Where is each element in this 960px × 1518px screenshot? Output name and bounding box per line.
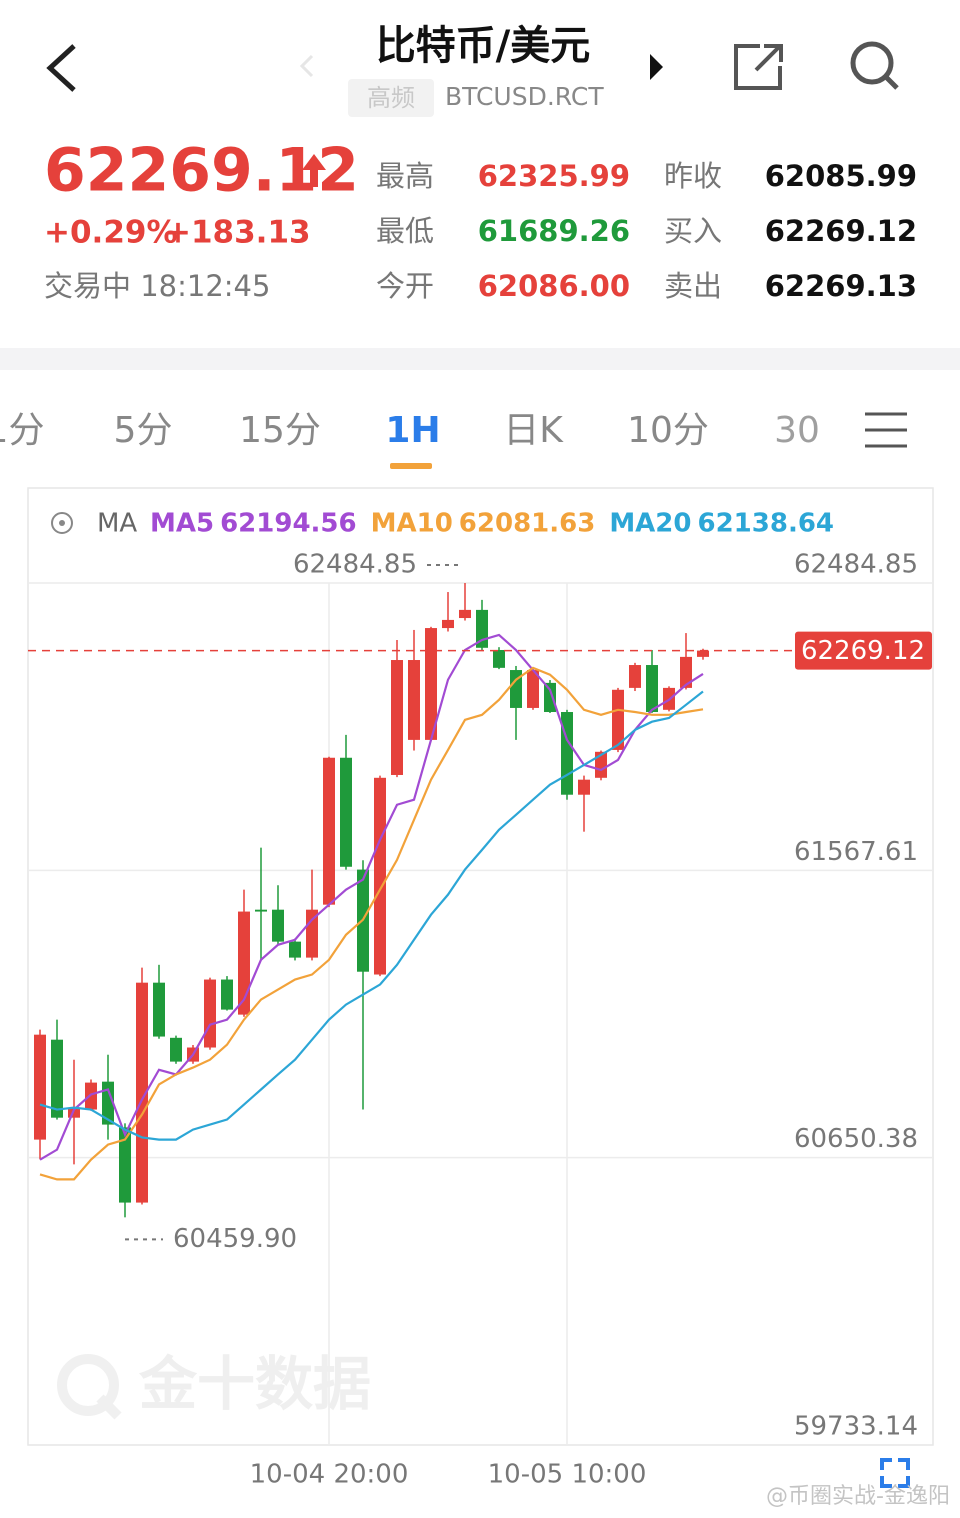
separator bbox=[0, 348, 960, 370]
price: 62269.12 bbox=[44, 136, 359, 206]
stat-label: 最低 bbox=[376, 214, 434, 248]
min-label: 60459.90 bbox=[173, 1224, 297, 1254]
badge: 高频 bbox=[367, 84, 415, 112]
legend-value: 62138.64 bbox=[698, 509, 835, 539]
last-price-box bbox=[795, 631, 932, 670]
status: 交易中 18:12:45 bbox=[44, 269, 270, 303]
y-tick-label: 60650.38 bbox=[794, 1124, 918, 1154]
chart-frame bbox=[27, 487, 934, 1446]
candle-body bbox=[289, 941, 301, 958]
watermark-logo bbox=[57, 1354, 122, 1420]
ma-icon[interactable] bbox=[51, 512, 73, 534]
stat-value: 62269.12 bbox=[765, 214, 917, 248]
candle-body bbox=[255, 909, 267, 912]
candle-body bbox=[204, 979, 216, 1048]
candle-body bbox=[493, 649, 505, 668]
stat-label: 最高 bbox=[376, 159, 434, 193]
candle-body bbox=[527, 670, 539, 708]
ma-icon-dot bbox=[59, 520, 65, 526]
stat-label: 卖出 bbox=[664, 269, 722, 303]
candle-body bbox=[119, 1127, 131, 1203]
candle-body bbox=[153, 982, 165, 1037]
stat-value: 62269.13 bbox=[765, 269, 917, 303]
watermark: 金十数据 bbox=[139, 1350, 371, 1418]
stat-label: 买入 bbox=[664, 214, 722, 248]
title: 比特币/美元 bbox=[376, 23, 591, 69]
up-arrow bbox=[302, 154, 326, 187]
next-arrow[interactable] bbox=[650, 54, 663, 80]
tab[interactable]: 日K bbox=[503, 410, 564, 451]
candle-body bbox=[408, 660, 420, 740]
legend-title: MA bbox=[97, 509, 137, 539]
menu-button[interactable] bbox=[865, 412, 907, 448]
candle-body bbox=[136, 982, 148, 1203]
ma-line bbox=[39, 666, 704, 1181]
stat-label: 昨收 bbox=[664, 159, 722, 193]
candle-body bbox=[374, 777, 386, 975]
candle-body bbox=[442, 619, 454, 629]
tab[interactable]: 1分 bbox=[0, 410, 44, 451]
stat-value: 62085.99 bbox=[765, 159, 917, 193]
badge-bg bbox=[348, 79, 434, 117]
prev-arrow[interactable] bbox=[299, 54, 314, 78]
tab[interactable]: 10分 bbox=[627, 410, 709, 451]
stat-value: 62086.00 bbox=[478, 269, 630, 303]
candle-body bbox=[425, 628, 437, 740]
max-label: 62484.85 bbox=[293, 550, 417, 580]
candle-body bbox=[51, 1039, 63, 1118]
candle-body bbox=[595, 751, 607, 778]
candle-body bbox=[646, 665, 658, 713]
candle-body bbox=[170, 1037, 182, 1062]
candle-body bbox=[221, 979, 233, 1010]
stat-value: 62325.99 bbox=[478, 159, 630, 193]
legend-name: MA5 bbox=[150, 509, 214, 539]
y-tick-label: 61567.61 bbox=[794, 837, 918, 867]
candle-body bbox=[629, 665, 641, 688]
share-button[interactable] bbox=[734, 44, 783, 90]
tab[interactable]: 5分 bbox=[114, 410, 173, 451]
candle-body bbox=[34, 1034, 46, 1140]
y-tick-label: 59733.14 bbox=[794, 1412, 918, 1442]
candle-body bbox=[680, 656, 692, 688]
y-tick-label: 62484.85 bbox=[794, 550, 918, 580]
candle-body bbox=[85, 1082, 97, 1110]
candle-body bbox=[612, 689, 624, 750]
candle-body bbox=[510, 670, 522, 708]
fullscreen-button[interactable] bbox=[880, 1458, 910, 1488]
candle-body bbox=[323, 757, 335, 905]
ma-line bbox=[39, 690, 704, 1141]
candle-body bbox=[459, 609, 471, 619]
candle-body bbox=[578, 779, 590, 795]
tab-underline bbox=[390, 463, 432, 469]
stat-label: 今开 bbox=[376, 269, 434, 303]
legend-value: 62194.56 bbox=[220, 509, 357, 539]
back-button[interactable] bbox=[46, 44, 76, 92]
stat-value: 61689.26 bbox=[478, 214, 630, 248]
legend-value: 62081.63 bbox=[459, 509, 596, 539]
credit: @币圈实战-金逸阳 bbox=[766, 1484, 950, 1509]
candle-body bbox=[272, 909, 284, 942]
candle-body bbox=[68, 1107, 80, 1118]
candle-body bbox=[544, 682, 556, 713]
ma-line bbox=[39, 633, 704, 1161]
tab[interactable]: 1H bbox=[385, 410, 440, 451]
candle-body bbox=[102, 1081, 114, 1125]
x-tick-label: 10-04 20:00 bbox=[250, 1460, 409, 1490]
candle-body bbox=[340, 757, 352, 867]
tab[interactable]: 15分 bbox=[239, 410, 321, 451]
search-button[interactable] bbox=[850, 41, 899, 90]
legend-name: MA10 bbox=[371, 509, 453, 539]
legend-name: MA20 bbox=[609, 509, 691, 539]
last-price-label: 62269.12 bbox=[801, 636, 925, 666]
change: +183.13 bbox=[165, 215, 311, 251]
candle-body bbox=[391, 660, 403, 775]
tab[interactable]: 30 bbox=[774, 410, 820, 451]
candle-body bbox=[238, 911, 250, 1015]
symbol: BTCUSD.RCT bbox=[445, 82, 604, 111]
x-tick-label: 10-05 10:00 bbox=[488, 1460, 647, 1490]
candle-body bbox=[697, 650, 709, 657]
change-pct: +0.29% bbox=[44, 215, 178, 251]
